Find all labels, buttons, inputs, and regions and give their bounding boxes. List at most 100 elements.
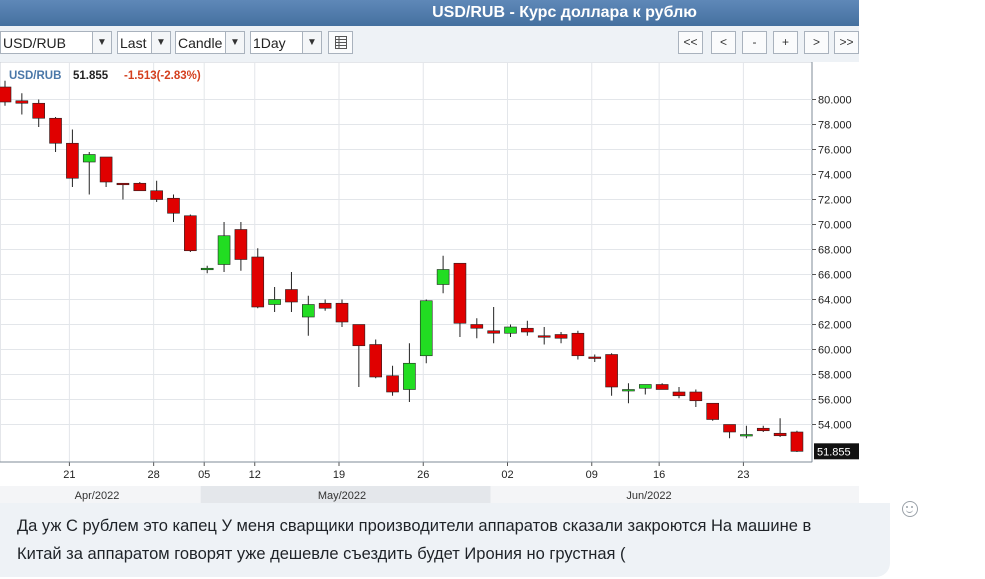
candle-body-down: [790, 431, 804, 452]
y-tick-label: 68.000: [818, 245, 852, 257]
y-tick-label: 78.000: [818, 120, 852, 132]
candle: [301, 295, 315, 336]
candle: [66, 129, 79, 187]
x-tick-label: 02: [501, 469, 513, 481]
candle-body-down: [386, 375, 399, 393]
scroll-first-button[interactable]: <<: [678, 31, 703, 54]
y-tick-label: 76.000: [818, 145, 852, 157]
candle-body-down: [571, 332, 585, 357]
candle-body-down: [773, 432, 787, 437]
y-tick-label: 54.000: [818, 420, 852, 432]
candle-body-down: [167, 197, 180, 214]
candle: [200, 265, 214, 274]
candle-body-down: [554, 334, 568, 339]
y-tick-label: 56.000: [818, 395, 852, 407]
scroll-last-button[interactable]: >>: [834, 31, 859, 54]
candle: [554, 332, 568, 344]
candle: [403, 343, 416, 402]
chevron-down-icon[interactable]: ▼: [225, 32, 244, 53]
zoom-in-button[interactable]: +: [773, 31, 798, 54]
plot-frame: [0, 61, 813, 463]
price-field-value: Last: [120, 35, 147, 51]
candle: [335, 299, 349, 327]
x-tick-label: 12: [249, 469, 261, 481]
chart-style-value: Candle: [178, 35, 223, 51]
last-value-label: 51.855: [817, 446, 851, 458]
price-field-select[interactable]: Last ▼: [117, 31, 171, 54]
plot-area[interactable]: 54.000 56.000 58.000 60.000 62.000 64.000 66.0…: [0, 61, 859, 503]
symbol-select[interactable]: USD/RUB ▼: [0, 31, 112, 54]
x-tick-label: 16: [653, 469, 665, 481]
symbol-value: USD/RUB: [3, 35, 67, 51]
scroll-back-button[interactable]: <: [711, 31, 736, 54]
table-icon: [334, 36, 347, 49]
candles: [0, 80, 804, 452]
candle: [184, 214, 197, 252]
zoom-out-button[interactable]: -: [742, 31, 767, 54]
x-tick-label: 21: [63, 469, 75, 481]
y-tick-label: 74.000: [818, 170, 852, 182]
scroll-forward-button[interactable]: >: [804, 31, 829, 54]
month-band: [490, 486, 859, 503]
candle: [588, 354, 602, 362]
x-tick-label: 05: [198, 469, 210, 481]
candle: [116, 182, 130, 200]
candle-body-up: [403, 362, 416, 390]
chevron-down-icon[interactable]: ▼: [302, 32, 321, 53]
candle: [487, 307, 500, 344]
legend-change: -1.513(-2.83%): [124, 70, 201, 82]
candle: [167, 194, 180, 222]
y-axis-area: [812, 62, 859, 462]
candle-body-down: [588, 356, 602, 359]
comment-line: Китай за аппаратом говорят уже дешевле с…: [17, 545, 626, 563]
candlestick-chart[interactable]: 54.000 56.000 58.000 60.000 62.000 64.000 66.0…: [0, 61, 859, 503]
candle-body-down: [32, 102, 46, 119]
month-label: Apr/2022: [75, 490, 120, 502]
candle-body-down: [66, 142, 79, 179]
y-tick-label: 58.000: [818, 370, 852, 382]
chart-widget: USD/RUB - Курс доллара к рублю USD/RUB ▼…: [0, 0, 859, 503]
y-tick-label: 66.000: [818, 270, 852, 282]
month-band: [200, 486, 491, 503]
candle-body-up: [638, 384, 652, 389]
chevron-down-icon[interactable]: ▼: [151, 32, 170, 53]
candle-body-down: [99, 156, 113, 183]
candle-body-up: [436, 269, 450, 285]
candle: [521, 320, 534, 336]
data-table-button[interactable]: [328, 31, 353, 54]
x-axis: 21 28 05 12 19 26 02 09 16 23 Apr/2022 May/2022 Jun/…: [0, 461, 859, 503]
candle: [689, 389, 703, 407]
candle-body-up: [82, 154, 96, 163]
last-value-box: [814, 443, 859, 460]
y-axis: 54.000 56.000 58.000 60.000 62.000 64.000 66.0…: [812, 95, 859, 460]
candle: [638, 384, 652, 395]
candle-body-up: [419, 300, 433, 357]
candle-body-up: [740, 434, 753, 437]
candle: [133, 182, 147, 192]
comment-bubble: Да уж С рублем это капец У меня сварщики…: [0, 503, 890, 577]
candle: [756, 425, 770, 432]
candle-body-up: [504, 326, 517, 334]
candle: [82, 152, 96, 195]
candle-body-down: [723, 424, 736, 433]
month-label: May/2022: [318, 490, 366, 502]
candle-body-down: [487, 330, 500, 334]
candle: [318, 299, 332, 311]
candle-body-down: [184, 215, 197, 252]
candle-body-up: [301, 304, 315, 318]
candle: [436, 255, 450, 294]
candle-body-down: [352, 324, 366, 347]
smile-icon[interactable]: [902, 501, 918, 517]
candle-body-down: [0, 86, 12, 103]
candle-body-down: [133, 182, 147, 192]
candle: [419, 299, 433, 364]
chart-style-select[interactable]: Candle ▼: [175, 31, 245, 54]
candle-body-down: [369, 344, 383, 378]
chevron-down-icon[interactable]: ▼: [92, 32, 111, 53]
x-tick-label: 19: [333, 469, 345, 481]
candle: [537, 327, 551, 345]
candle-body-down: [605, 354, 618, 388]
candle-body-down: [15, 100, 29, 104]
interval-select[interactable]: 1Day ▼: [250, 31, 322, 54]
y-tick-label: 62.000: [818, 320, 852, 332]
